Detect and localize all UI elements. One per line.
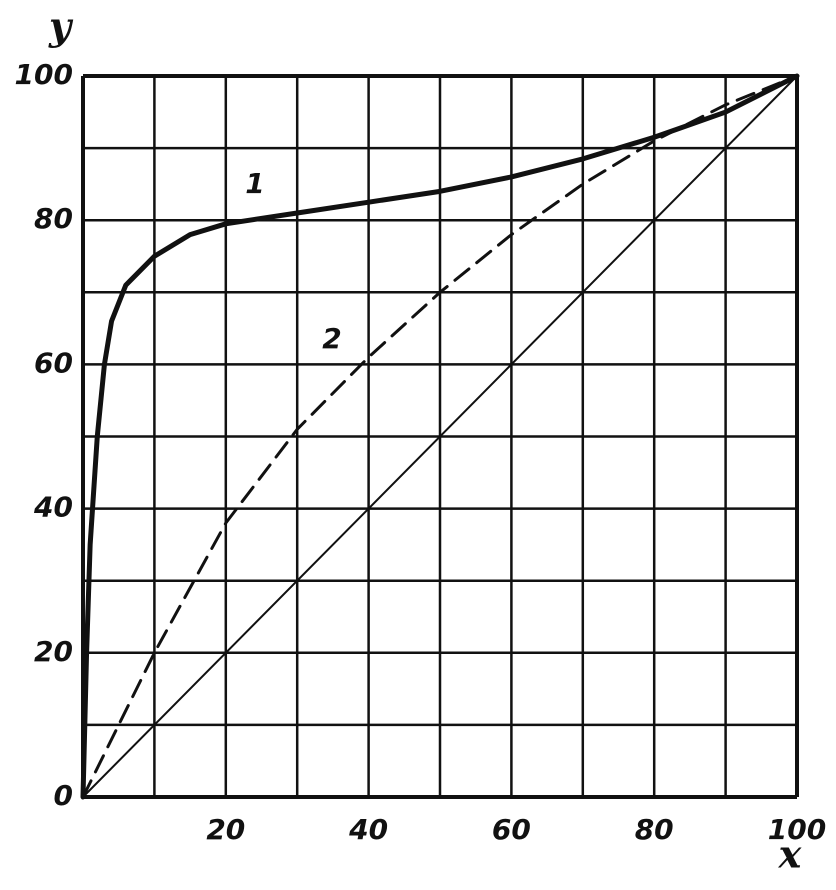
x-tick-label: 40	[348, 813, 388, 846]
series-line	[81, 74, 799, 799]
x-tick-label: 100	[768, 813, 826, 846]
y-tick-label: 60	[34, 346, 73, 379]
x-tick-label: 60	[492, 813, 531, 846]
x-axis-label: x	[778, 832, 803, 877]
x-tick-label: 20	[206, 813, 245, 846]
y-tick-label: 40	[33, 491, 73, 524]
y-axis-label: y	[48, 4, 74, 49]
y-tick-label: 20	[34, 635, 73, 668]
series-line	[82, 75, 798, 798]
y-tick-label: 0	[54, 779, 73, 812]
y-tick-label: 100	[15, 58, 73, 91]
series-label: 1	[245, 167, 264, 200]
y-tick-label: 80	[34, 202, 73, 235]
series-label: 2	[322, 322, 341, 355]
x-tick-label: 80	[635, 813, 674, 846]
series-line	[80, 73, 800, 800]
